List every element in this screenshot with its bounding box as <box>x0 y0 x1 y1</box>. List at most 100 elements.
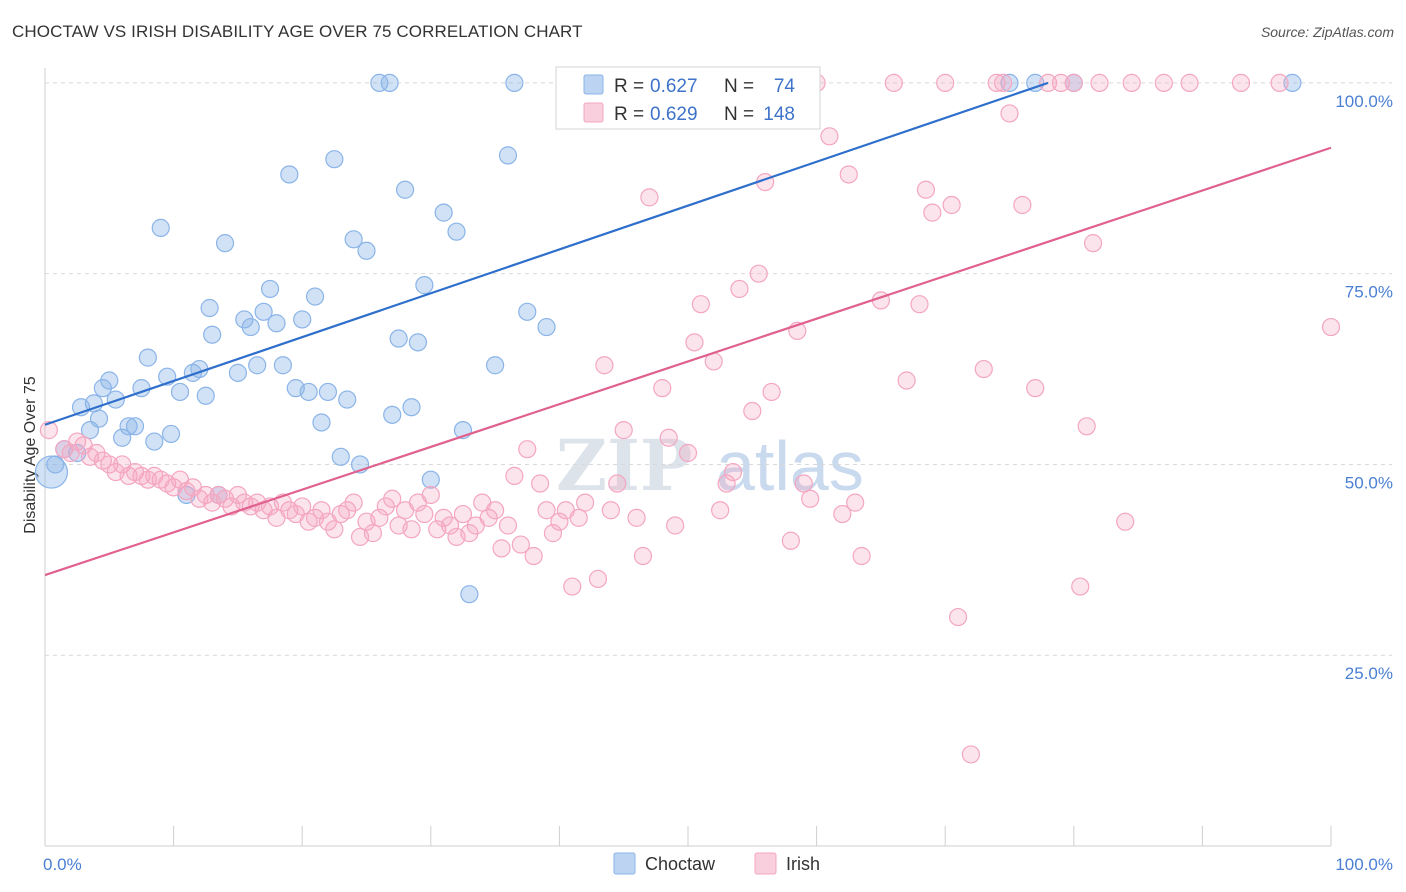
legend-n-value-choctaw: 74 <box>774 76 796 97</box>
choctaw-point <box>196 386 215 405</box>
choctaw-point <box>389 329 408 348</box>
irish-point <box>711 501 730 520</box>
irish-point <box>640 188 659 207</box>
irish-point <box>839 165 858 184</box>
irish-point <box>518 440 537 459</box>
x-tick-label: 0.0% <box>43 855 82 874</box>
irish-point <box>196 485 215 505</box>
irish-point <box>1321 317 1341 337</box>
irish-point <box>743 401 762 421</box>
choctaw-point <box>434 203 453 222</box>
choctaw-point <box>344 230 363 249</box>
legend-n-value-irish: 148 <box>763 104 795 125</box>
choctaw-point <box>380 73 399 92</box>
choctaw-point <box>331 447 350 466</box>
choctaw-point <box>370 73 389 92</box>
choctaw-point <box>200 298 219 318</box>
irish-point <box>421 485 440 505</box>
y-tick-label: 100.0% <box>1335 92 1393 111</box>
irish-point <box>916 180 936 199</box>
choctaw-point <box>325 150 344 169</box>
irish-trend-line <box>44 146 1332 577</box>
legend-r-label-choctaw: R = <box>614 76 644 97</box>
irish-point <box>383 489 402 508</box>
irish-point <box>1180 73 1199 92</box>
irish-point <box>498 516 518 535</box>
legend-r-value-choctaw: 0.627 <box>650 76 698 97</box>
choctaw-point <box>170 382 190 402</box>
choctaw-point <box>228 363 247 382</box>
choctaw-point <box>273 356 293 375</box>
irish-point <box>1270 73 1289 92</box>
irish-point <box>1077 417 1096 436</box>
choctaw-point <box>338 390 357 409</box>
choctaw-point <box>254 302 273 321</box>
watermark-zip: ZIP <box>556 424 692 507</box>
irish-point <box>434 508 453 527</box>
choctaw-point <box>383 405 402 424</box>
choctaw-point <box>267 314 286 333</box>
choctaw-point <box>395 180 415 199</box>
irish-point <box>363 524 383 543</box>
irish-point <box>370 508 389 527</box>
choctaw-point <box>215 234 235 253</box>
irish-point <box>486 501 505 520</box>
irish-point <box>794 474 813 493</box>
irish-point <box>460 524 479 543</box>
choctaw-point <box>248 356 267 375</box>
irish-point <box>543 524 563 543</box>
irish-points <box>39 73 1341 764</box>
irish-point <box>325 520 344 539</box>
irish-point <box>723 462 743 482</box>
irish-point <box>415 504 434 524</box>
irish-point <box>1122 73 1141 92</box>
irish-point <box>942 195 961 215</box>
choctaw-points <box>34 73 1302 604</box>
irish-point <box>293 497 312 516</box>
irish-point <box>563 577 582 596</box>
choctaw-point <box>89 409 109 428</box>
irish-point <box>440 516 460 535</box>
choctaw-point <box>93 379 112 398</box>
choctaw-trend-line <box>44 81 1049 426</box>
irish-point <box>505 466 524 485</box>
x-tick-labels: 0.0% 100.0% <box>43 855 1393 874</box>
irish-point <box>344 493 363 512</box>
choctaw-point <box>203 325 222 344</box>
legend-swatch-irish <box>583 102 604 123</box>
bottom-legend-label-choctaw: Choctaw <box>645 854 716 874</box>
legend-r-value-irish: 0.629 <box>650 104 698 125</box>
irish-point <box>633 546 653 566</box>
choctaw-point <box>138 348 157 367</box>
choctaw-point <box>408 333 428 352</box>
choctaw-point <box>357 241 376 260</box>
choctaw-point <box>415 276 434 295</box>
choctaw-point <box>113 428 132 447</box>
choctaw-point <box>280 165 299 184</box>
irish-point <box>601 501 620 520</box>
irish-point <box>524 546 543 566</box>
irish-point <box>666 516 685 535</box>
irish-point <box>614 421 633 440</box>
legend-swatch-choctaw <box>583 74 604 95</box>
irish-point <box>338 501 357 520</box>
choctaw-point <box>46 455 65 474</box>
y-tick-label: 25.0% <box>1345 664 1393 683</box>
irish-point <box>608 474 627 493</box>
irish-point <box>974 359 993 379</box>
legend-r-label-irish: R = <box>614 104 644 125</box>
choctaw-point <box>161 424 181 444</box>
irish-point <box>537 501 556 520</box>
irish-point <box>453 504 473 524</box>
irish-point <box>39 421 58 440</box>
choctaw-point <box>100 371 119 390</box>
irish-point <box>653 379 672 398</box>
y-axis-label: Disability Age Over 75 <box>22 376 39 534</box>
choctaw-point <box>299 382 318 402</box>
choctaw-point <box>460 585 479 604</box>
choctaw-point <box>402 398 421 417</box>
irish-point <box>910 295 929 314</box>
irish-point <box>678 443 698 463</box>
irish-point <box>762 382 781 402</box>
choctaw-point <box>518 302 537 321</box>
